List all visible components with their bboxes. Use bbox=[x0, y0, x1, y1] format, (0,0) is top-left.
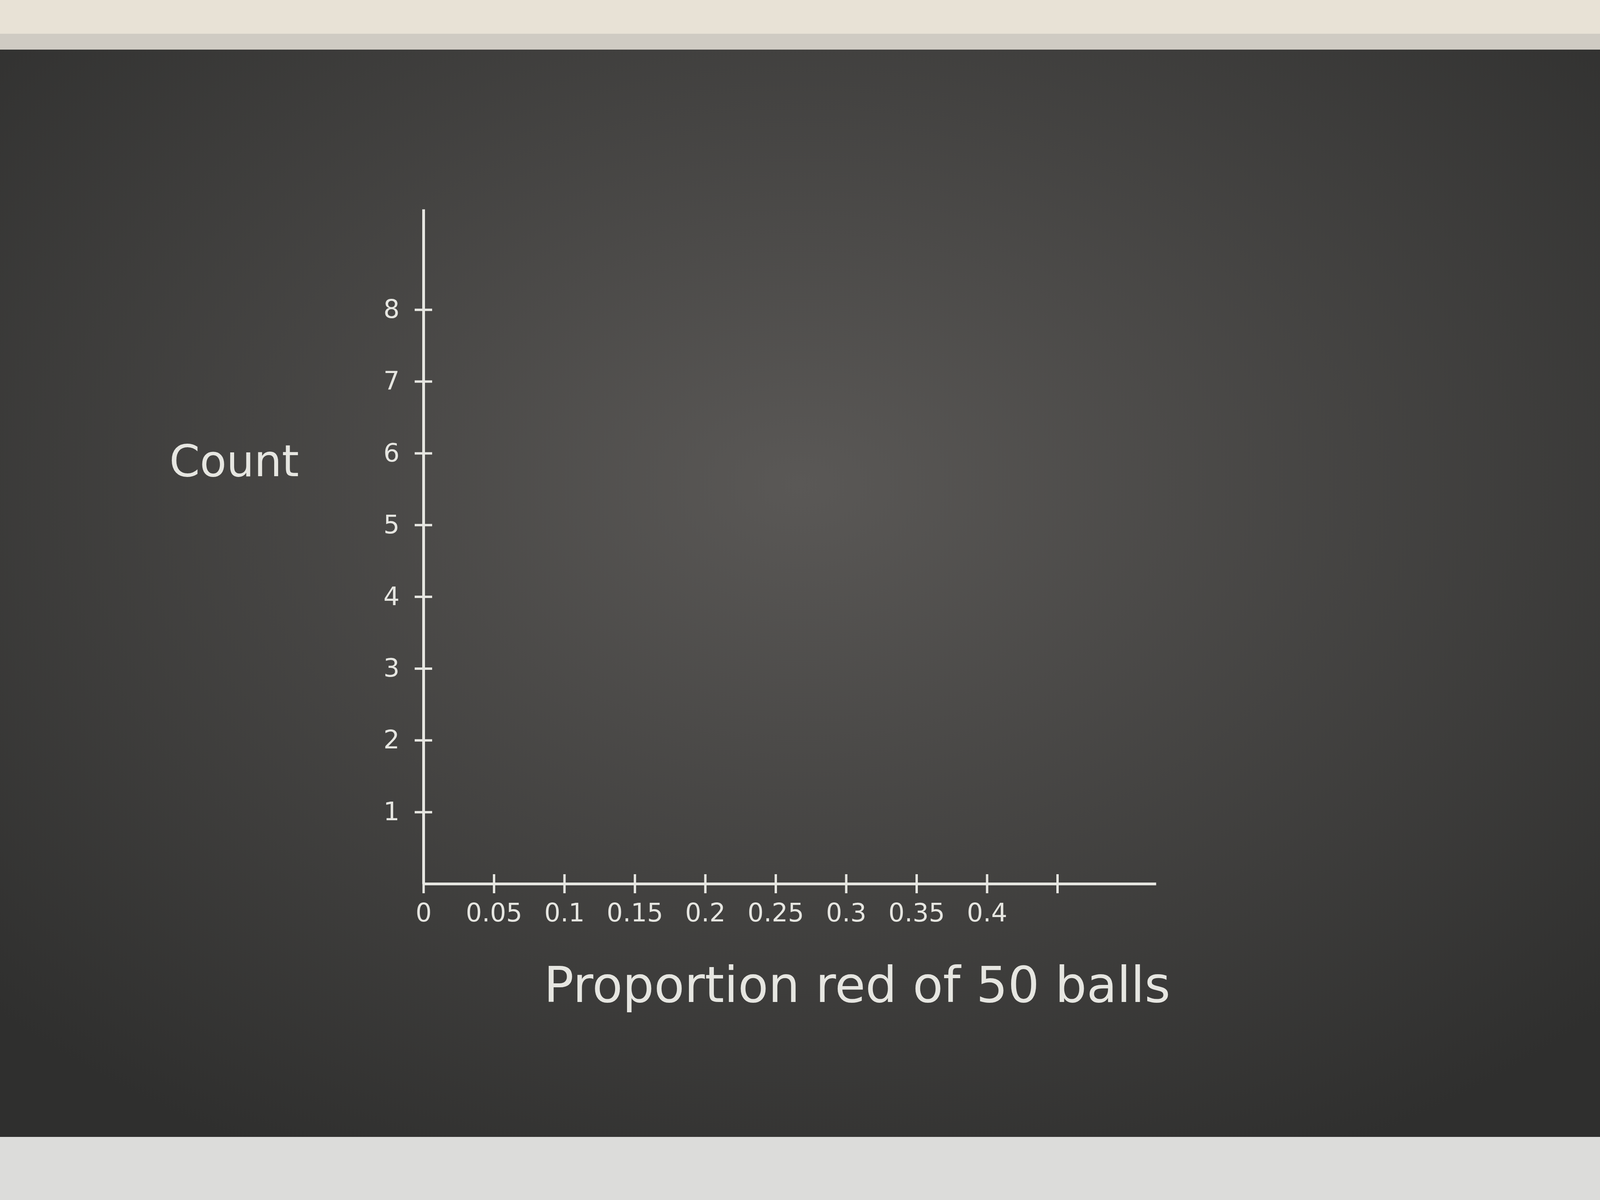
y-tick-label: 6 bbox=[383, 438, 400, 468]
y-tick-label: 5 bbox=[383, 509, 400, 540]
x-tick: 0.15 bbox=[606, 874, 664, 928]
x-tick-mark bbox=[845, 874, 848, 894]
x-tick-label: 0.2 bbox=[685, 898, 726, 928]
x-tick: 0.1 bbox=[544, 874, 585, 928]
y-tick-label: 4 bbox=[383, 581, 400, 612]
y-tick-mark bbox=[414, 451, 433, 455]
x-tick-label: 0.3 bbox=[826, 898, 867, 928]
y-tick-label: 1 bbox=[383, 796, 400, 827]
y-tick: 4 bbox=[383, 581, 433, 612]
chalk-tray bbox=[0, 1136, 1600, 1200]
x-tick-label: 0.05 bbox=[465, 898, 523, 928]
y-tick-mark bbox=[414, 523, 433, 527]
y-axis: 1 2 3 4 5 6 7 8 bbox=[383, 209, 433, 885]
x-tick: 0.35 bbox=[888, 874, 946, 928]
y-tick-mark bbox=[414, 811, 433, 814]
x-tick bbox=[1057, 874, 1058, 894]
y-tick-label: 7 bbox=[383, 366, 400, 396]
x-tick-label: 0.4 bbox=[967, 898, 1008, 928]
x-tick-label: 0.25 bbox=[747, 898, 805, 928]
y-tick: 5 bbox=[383, 509, 433, 540]
frame-top bbox=[0, 33, 1600, 50]
x-axis-title: Proportion red of 50 balls bbox=[544, 955, 1171, 1014]
board bbox=[0, 49, 1600, 1137]
x-tick-label: 0 bbox=[415, 898, 432, 928]
y-tick-mark bbox=[414, 308, 433, 312]
x-tick-label: 0.15 bbox=[606, 898, 664, 928]
y-axis-title: Count bbox=[169, 435, 300, 487]
x-tick-mark bbox=[774, 874, 777, 894]
x-tick: 0.25 bbox=[747, 874, 805, 928]
x-tick-label: 0.35 bbox=[888, 898, 946, 928]
x-tick: 0.4 bbox=[967, 874, 1008, 928]
x-axis-line bbox=[423, 882, 1157, 886]
canvas: 0 0.05 0.1 0.15 0.2 0.25 0.3 0.35 0.4 1 2 3 4 5 6 7 8 Cou… bbox=[0, 0, 1600, 1200]
x-tick-mark bbox=[986, 874, 989, 894]
y-tick: 8 bbox=[383, 294, 433, 324]
x-tick-label: 0.1 bbox=[544, 898, 585, 928]
x-tick: 0.2 bbox=[685, 874, 726, 928]
y-tick: 2 bbox=[383, 725, 433, 755]
y-tick-mark bbox=[414, 380, 433, 383]
y-tick: 3 bbox=[383, 653, 433, 683]
y-tick-mark bbox=[414, 595, 433, 599]
y-tick-mark bbox=[414, 739, 433, 742]
y-tick-label: 3 bbox=[383, 653, 400, 683]
y-tick: 6 bbox=[383, 438, 433, 468]
y-tick: 7 bbox=[383, 366, 433, 396]
x-tick-mark bbox=[563, 874, 566, 894]
x-axis: 0 0.05 0.1 0.15 0.2 0.25 0.3 0.35 0.4 bbox=[415, 874, 1156, 928]
y-tick-label: 2 bbox=[383, 725, 400, 755]
y-tick: 1 bbox=[383, 796, 433, 827]
x-tick-mark bbox=[1056, 874, 1059, 894]
x-tick-mark bbox=[915, 874, 918, 894]
y-tick-label: 8 bbox=[383, 294, 400, 324]
y-tick-mark bbox=[414, 667, 433, 670]
x-tick-mark bbox=[633, 874, 637, 894]
x-tick-mark bbox=[492, 874, 496, 894]
x-tick: 0.05 bbox=[465, 874, 523, 928]
x-tick-mark bbox=[704, 874, 707, 894]
x-tick: 0.3 bbox=[826, 874, 867, 928]
